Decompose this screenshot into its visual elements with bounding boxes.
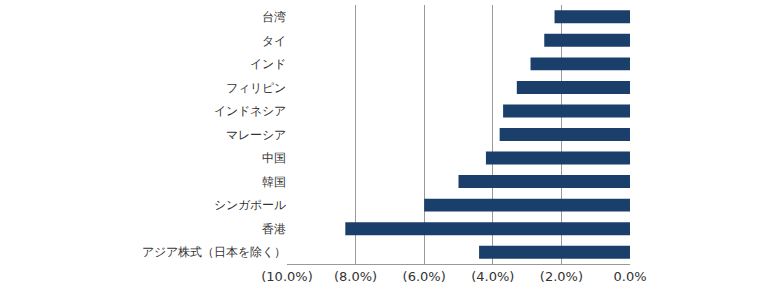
svg-text:香港: 香港 bbox=[262, 222, 286, 236]
svg-text:シンガポール: シンガポール bbox=[214, 198, 286, 212]
svg-text:タイ: タイ bbox=[262, 34, 286, 48]
svg-text:アジア株式（日本を除く）: アジア株式（日本を除く） bbox=[142, 245, 286, 259]
svg-text:台湾: 台湾 bbox=[262, 10, 286, 24]
svg-text:インドネシア: インドネシア bbox=[214, 104, 286, 118]
svg-text:(2.0%): (2.0%) bbox=[540, 269, 583, 284]
svg-text:フィリピン: フィリピン bbox=[226, 81, 286, 95]
svg-text:インド: インド bbox=[250, 57, 286, 71]
svg-text:中国: 中国 bbox=[262, 151, 286, 165]
svg-text:(6.0%): (6.0%) bbox=[403, 269, 446, 284]
svg-text:(8.0%): (8.0%) bbox=[334, 269, 377, 284]
svg-text:マレーシア: マレーシア bbox=[226, 128, 286, 142]
svg-text:(10.0%): (10.0%) bbox=[261, 269, 312, 284]
svg-text:韓国: 韓国 bbox=[262, 175, 286, 189]
svg-text:0.0%: 0.0% bbox=[613, 269, 646, 284]
svg-text:(4.0%): (4.0%) bbox=[471, 269, 514, 284]
